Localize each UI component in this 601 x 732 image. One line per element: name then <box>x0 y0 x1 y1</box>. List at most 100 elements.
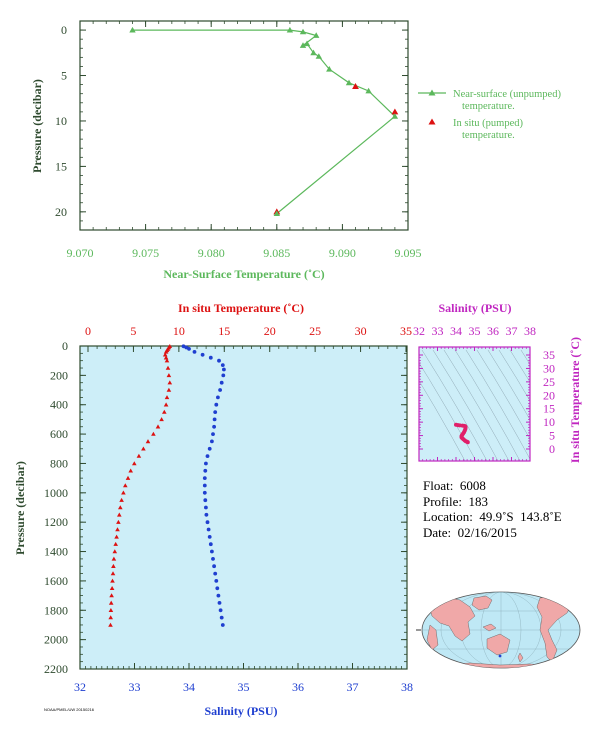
salinity-point <box>219 380 224 385</box>
near-surface-axis-ticks <box>79 20 409 231</box>
salinity-point <box>219 615 224 620</box>
pumped-temperature-point <box>391 108 399 115</box>
temperature-point <box>108 622 113 627</box>
salinity-point <box>200 352 205 357</box>
salinity-point <box>216 395 220 400</box>
ts-temperature-tick-label: 30 <box>543 361 555 375</box>
salinity-point <box>212 564 217 569</box>
pressure-tick-label: 2200 <box>44 662 68 676</box>
temperature-point <box>110 571 116 576</box>
temperature-point <box>115 527 120 532</box>
ts-salinity-tick-label: 34 <box>450 324 462 338</box>
y-tick-label: 5 <box>61 69 67 83</box>
temperature-point <box>136 453 142 458</box>
temperature-point <box>108 615 113 620</box>
unpumped-temperature-point <box>299 28 307 35</box>
temperature-point <box>117 512 122 517</box>
pressure-tick-label: 400 <box>50 398 68 412</box>
temperature-tick-label: 30 <box>355 324 367 338</box>
temperature-point <box>123 483 128 488</box>
profile-pressure-axis-label: Pressure (decibar) <box>13 461 27 555</box>
x-tick-label: 9.070 <box>67 246 94 260</box>
temperature-point <box>163 349 169 354</box>
x-tick-label: 9.090 <box>329 246 356 260</box>
temperature-point <box>155 424 161 429</box>
ts-temperature-tick-label: 25 <box>543 375 555 389</box>
salinity-point <box>215 586 220 591</box>
ts-point <box>465 440 470 445</box>
profile-temperature-series <box>108 344 173 627</box>
legend-unpumped-label: Near-surface (unpumped) temperature. <box>453 89 561 112</box>
temperature-point <box>128 468 133 473</box>
salinity-point <box>207 535 212 539</box>
density-contour <box>520 349 530 365</box>
ts-density-contours <box>419 349 530 461</box>
salinity-point <box>210 439 214 444</box>
unpumped-temperature-point <box>129 26 136 33</box>
near-surface-temperature-chart: 9.070 9.075 9.080 9.085 9.090 9.095 05101520 … <box>30 20 561 281</box>
temperature-point <box>145 439 151 444</box>
ts-salinity-tick-label: 37 <box>506 324 518 338</box>
temperature-point <box>164 358 170 363</box>
temperature-tick-label: 5 <box>130 324 136 338</box>
pressure-tick-label: 1600 <box>44 574 68 588</box>
footer-credit: NOAA/PMEL/UW 20150216 <box>44 707 95 712</box>
near-surface-plot-frame <box>79 20 409 231</box>
temperature-point <box>109 593 114 598</box>
salinity-point <box>222 367 226 372</box>
density-contour <box>487 349 530 421</box>
salinity-point <box>204 461 208 466</box>
salinity-point <box>220 623 225 627</box>
salinity-point <box>218 388 223 392</box>
y-tick-label: 20 <box>55 205 67 219</box>
pressure-tick-label: 0 <box>62 339 68 353</box>
ts-temperature-tick-label: 15 <box>543 402 555 416</box>
near-surface-legend: Near-surface (unpumped) temperature. In s… <box>418 89 561 141</box>
unpumped-temperature-point <box>315 53 322 59</box>
salinity-point <box>208 542 213 547</box>
unpumped-temperature-point <box>286 26 294 33</box>
x-tick-label: 9.075 <box>132 246 159 260</box>
temperature-point <box>118 505 123 510</box>
temperature-tick-label: 0 <box>85 324 91 338</box>
x-tick-label: 9.080 <box>198 246 225 260</box>
salinity-point <box>205 520 210 525</box>
salinity-tick-label: 36 <box>292 680 304 694</box>
salinity-point <box>202 490 207 495</box>
unpumped-temperature-point <box>303 40 311 47</box>
salinity-point <box>187 347 191 351</box>
ts-salinity-tick-label: 32 <box>413 324 425 338</box>
temperature-point <box>109 586 115 590</box>
pressure-tick-label: 2000 <box>44 633 68 647</box>
salinity-tick-label: 33 <box>129 680 141 694</box>
unpumped-temperature-point <box>391 113 399 119</box>
ts-salinity-axis-title: Salinity (PSU) <box>438 301 511 315</box>
float-id: Float: 6008 <box>423 478 486 493</box>
y-tick-label: 15 <box>55 159 67 173</box>
density-contour <box>498 349 530 402</box>
profile-salinity-axis-label: Salinity (PSU) <box>204 704 277 718</box>
temperature-point <box>166 387 172 392</box>
density-contour <box>421 349 488 461</box>
pressure-tick-label: 1000 <box>44 486 68 500</box>
salinity-point <box>192 350 197 354</box>
temperature-point <box>111 556 117 561</box>
salinity-point <box>211 557 215 561</box>
temperature-point <box>121 490 126 495</box>
ts-salinity-tick-labels: 32 33 34 35 36 37 38 <box>413 324 536 338</box>
near-surface-y-axis-label: Pressure (decibar) <box>30 79 44 173</box>
salinity-point <box>213 571 218 576</box>
ts-temperature-axis-label: In situ Temperature (˚C) <box>568 337 582 463</box>
salinity-point <box>212 417 217 422</box>
salinity-point <box>218 608 223 613</box>
pressure-tick-label: 800 <box>50 456 68 470</box>
density-contour <box>419 362 477 461</box>
temperature-point <box>125 475 131 480</box>
near-surface-x-tick-labels: 9.070 9.075 9.080 9.085 9.090 9.095 <box>67 246 422 260</box>
salinity-point <box>212 424 217 429</box>
temperature-point <box>119 497 124 502</box>
salinity-point <box>203 468 208 473</box>
float-info-block: Float: 6008 Profile: 183 Location: 49.9˚… <box>423 478 562 540</box>
salinity-point <box>203 498 208 503</box>
